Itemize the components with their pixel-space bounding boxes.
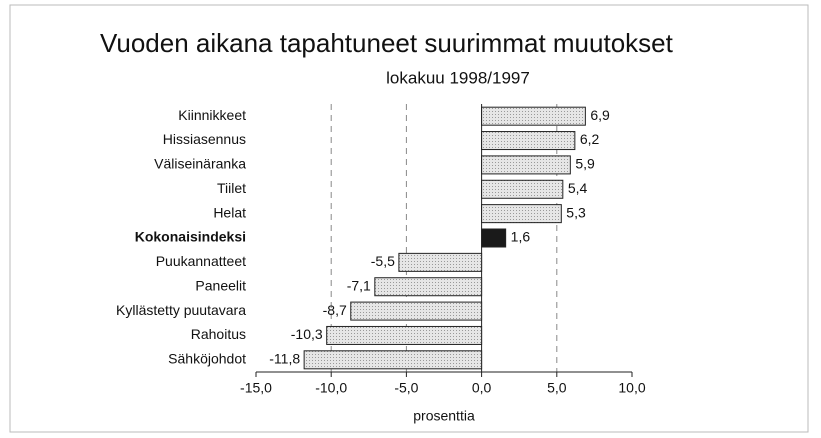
bar (303, 350, 483, 370)
x-tick-label: -10,0 (315, 380, 347, 396)
frame (9, 4, 809, 433)
bar (374, 277, 483, 297)
y-tick-label: Tiilet (217, 180, 246, 196)
value-label: 5,3 (566, 204, 586, 220)
y-tick-label: Kokonaisindeksi (135, 229, 246, 245)
y-tick-label: Puukannatteet (156, 253, 246, 269)
bar (481, 179, 564, 199)
value-label: -7,1 (347, 277, 371, 293)
x-tick-label: 5,0 (547, 380, 567, 396)
value-label: 6,2 (580, 131, 600, 147)
x-tick-label: -15,0 (240, 380, 272, 396)
chart-title: Vuoden aikana tapahtuneet suurimmat muut… (100, 28, 674, 58)
y-tick-label: Hissiasennus (163, 131, 246, 147)
x-tick-label: 10,0 (618, 380, 645, 396)
value-label: -8,7 (323, 302, 347, 318)
value-label: 6,9 (590, 107, 610, 123)
y-tick-label: Paneelit (195, 277, 246, 293)
bar (481, 204, 562, 224)
y-tick-label: Väliseinäranka (154, 156, 246, 172)
bar (481, 131, 576, 151)
value-label: -10,3 (291, 326, 323, 342)
value-label: 5,4 (568, 180, 588, 196)
x-tick-label: -5,0 (394, 380, 418, 396)
chart-subtitle: lokakuu 1998/1997 (386, 68, 530, 87)
y-tick-label: Rahoitus (191, 326, 246, 342)
bar (326, 325, 483, 345)
value-label: 5,9 (575, 156, 595, 172)
x-axis-label: prosenttia (413, 408, 475, 424)
value-label: -5,5 (371, 253, 395, 269)
bar (398, 252, 483, 272)
y-tick-label: Helat (213, 204, 246, 220)
y-tick-label: Kiinnikkeet (178, 107, 246, 123)
x-tick-label: 0,0 (472, 380, 492, 396)
value-label: -11,8 (269, 351, 300, 367)
y-tick-label: Kyllästetty puutavara (116, 302, 246, 318)
bar (481, 228, 507, 248)
bar (350, 301, 483, 321)
bar (481, 155, 571, 175)
y-tick-label: Sähköjohdot (168, 351, 246, 367)
bar (481, 106, 586, 126)
value-label: 1,6 (511, 229, 531, 245)
